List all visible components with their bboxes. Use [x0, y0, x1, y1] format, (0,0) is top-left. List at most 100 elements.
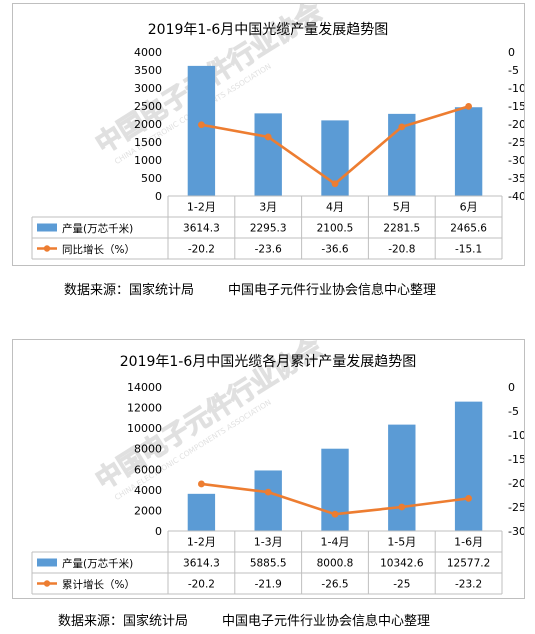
x-axis-category-label: 5月: [393, 201, 411, 214]
line-point: [264, 133, 272, 141]
line-point: [398, 123, 406, 131]
bar: [454, 401, 483, 531]
bar: [187, 65, 216, 197]
right-axis-tick-label: -30: [508, 525, 524, 538]
right-axis-tick-label: -35: [508, 172, 524, 185]
source-right: 中国电子元件行业协会信息中心整理: [228, 283, 437, 298]
left-axis-tick-label: 10000: [127, 422, 162, 435]
table-cell-line-value: -21.9: [255, 579, 282, 591]
right-axis-tick-label: -20: [508, 118, 524, 131]
table-cell-line-value: -15.1: [455, 244, 482, 256]
x-axis-category-label: 1-4月: [321, 536, 350, 549]
left-axis-tick-label: 3000: [134, 82, 162, 95]
left-axis-tick-label: 12000: [127, 402, 162, 415]
left-axis-tick-label: 2000: [134, 118, 162, 131]
right-axis-tick-label: -10: [508, 429, 524, 442]
bar: [187, 493, 216, 531]
x-axis-category-label: 1-3月: [254, 536, 283, 549]
table-cell-line-value: -20.2: [188, 579, 215, 591]
table-cell-bar-value: 8000.8: [317, 558, 354, 570]
legend-key-point: [43, 245, 51, 252]
left-axis-tick-label: 14000: [127, 381, 162, 394]
right-axis-tick-label: 0: [508, 46, 515, 59]
left-axis-tick-label: 4000: [134, 484, 162, 497]
chart-title: 2019年1-6月中国光缆产量发展趋势图: [148, 22, 389, 38]
left-axis-tick-label: 3500: [134, 64, 162, 77]
source-left: 数据来源：国家统计局: [64, 283, 195, 298]
chart-title: 2019年1-6月中国光缆各月累计产量发展趋势图: [120, 354, 417, 370]
bar: [254, 470, 282, 531]
table-cell-line-value: -20.2: [188, 244, 215, 256]
right-axis-tick-label: -15: [508, 453, 524, 466]
source-note-1: 数据来源：国家统计局 中国电子元件行业协会信息中心整理: [64, 279, 436, 298]
table-cell-bar-value: 10342.6: [380, 558, 424, 570]
left-axis-tick-label: 500: [141, 172, 162, 185]
right-axis-tick-label: -30: [508, 154, 524, 167]
line-point: [331, 510, 339, 518]
table-cell-bar-value: 3614.3: [183, 558, 220, 570]
x-axis-category-label: 1-6月: [454, 536, 483, 549]
legend-key-point: [43, 580, 51, 587]
right-axis-tick-label: -15: [508, 100, 524, 113]
left-axis-tick-label: 6000: [134, 463, 162, 476]
row-header-line-series: 累计增长（%）: [62, 578, 135, 591]
bar: [254, 113, 282, 196]
table-cell-line-value: -36.6: [321, 244, 348, 256]
table-cell-bar-value: 5885.5: [250, 558, 287, 570]
row-header-bar-series: 产量(万芯千米): [62, 557, 133, 570]
source-right: 中国电子元件行业协会信息中心整理: [222, 614, 431, 629]
line-point: [465, 102, 472, 110]
line-point: [264, 488, 272, 496]
table-cell-bar-value: 12577.2: [447, 558, 490, 570]
x-axis-category-label: 1-2月: [187, 536, 216, 549]
table-cell-bar-value: 3614.3: [183, 223, 220, 235]
left-axis-tick-label: 0: [155, 525, 162, 538]
right-axis-tick-label: -5: [508, 405, 519, 418]
legend-key-bar: [37, 558, 57, 567]
right-axis-tick-label: -25: [508, 136, 524, 149]
line-point: [331, 180, 339, 188]
table-cell-bar-value: 2465.6: [450, 223, 487, 235]
left-axis-tick-label: 1500: [134, 136, 162, 149]
legend-key-bar: [37, 223, 57, 232]
right-axis-tick-label: -20: [508, 477, 524, 490]
chart-panel-2: 中国电子元件行业协会 CHINA ELECTRONIC COMPONENTS AS…: [12, 331, 526, 599]
x-axis-category-label: 6月: [460, 201, 478, 214]
right-axis-tick-label: -5: [508, 64, 519, 77]
table-cell-line-value: -25: [393, 579, 410, 591]
left-axis-tick-label: 4000: [134, 46, 162, 59]
x-axis-category-label: 1-2月: [187, 201, 216, 214]
table-cell-line-value: -26.5: [321, 579, 348, 591]
bar: [454, 107, 483, 196]
right-axis-tick-label: -25: [508, 501, 524, 514]
left-axis-tick-label: 8000: [134, 443, 162, 456]
bar: [321, 448, 349, 531]
left-axis-tick-label: 2000: [134, 504, 162, 517]
line-point: [398, 503, 406, 511]
table-cell-line-value: -23.6: [255, 244, 282, 256]
table-cell-line-value: -23.2: [455, 579, 482, 591]
source-left: 数据来源：国家统计局: [58, 614, 189, 629]
left-axis-tick-label: 2500: [134, 100, 162, 113]
table-cell-bar-value: 2100.5: [317, 223, 354, 235]
bar: [388, 424, 416, 531]
table-cell-bar-value: 2295.3: [250, 223, 287, 235]
right-axis-tick-label: -40: [508, 190, 524, 203]
x-axis-category-label: 3月: [259, 201, 277, 214]
x-axis-category-label: 1-5月: [387, 536, 416, 549]
x-axis-category-label: 4月: [326, 201, 344, 214]
row-header-line-series: 同比增长（%）: [62, 243, 135, 256]
right-axis-tick-label: -10: [508, 82, 524, 95]
left-axis-tick-label: 0: [155, 190, 162, 203]
row-header-bar-series: 产量(万芯千米): [62, 222, 133, 235]
table-cell-bar-value: 2281.5: [383, 223, 420, 235]
line-point: [198, 121, 205, 129]
left-axis-tick-label: 1000: [134, 154, 162, 167]
table-cell-line-value: -20.8: [388, 244, 415, 256]
source-note-2: 数据来源：国家统计局 中国电子元件行业协会信息中心整理: [58, 610, 430, 629]
line-point: [198, 480, 205, 488]
right-axis-tick-label: 0: [508, 381, 515, 394]
